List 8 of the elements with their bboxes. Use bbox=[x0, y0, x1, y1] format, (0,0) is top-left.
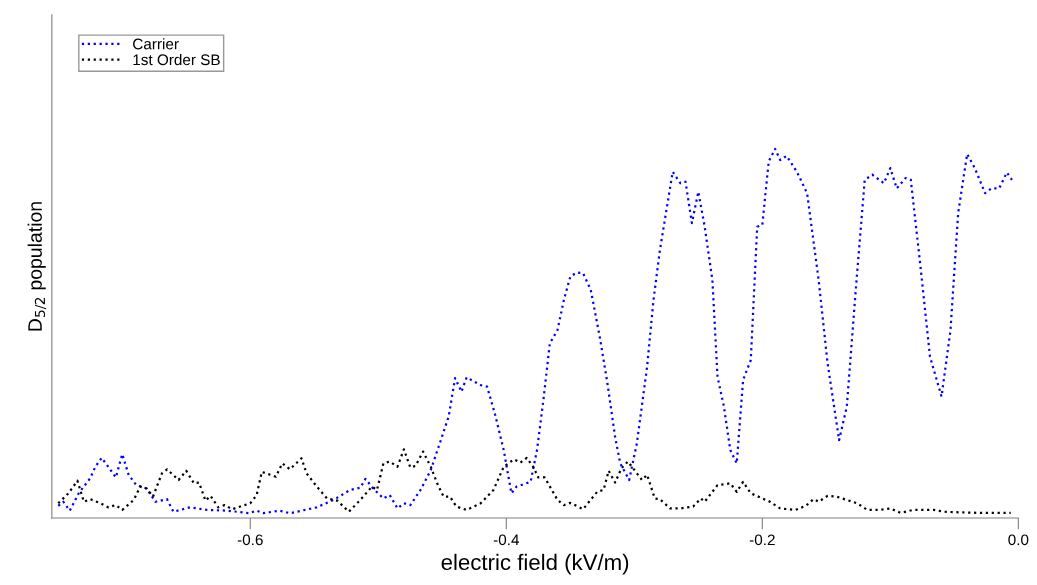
x-tick-label: -0.4 bbox=[493, 534, 520, 546]
x-tick-label: -0.2 bbox=[749, 534, 775, 546]
x-tick-label: 0.0 bbox=[1008, 534, 1029, 546]
x-tick-label: -0.6 bbox=[237, 534, 263, 546]
y-axis-title: D$_{5/2}$ population bbox=[27, 202, 47, 331]
legend-label: 1st Order SB bbox=[133, 53, 220, 66]
x-axis-title: electric field (kV/m) bbox=[441, 553, 629, 575]
legend-label: Carrier bbox=[133, 38, 179, 50]
